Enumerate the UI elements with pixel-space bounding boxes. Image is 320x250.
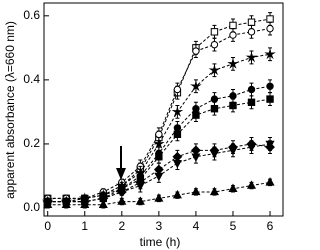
y-tick-label: 0.6 (23, 8, 40, 22)
marker (172, 159, 182, 169)
marker (266, 24, 274, 33)
marker (153, 137, 165, 149)
marker (173, 130, 182, 139)
marker (246, 143, 257, 153)
marker (227, 57, 239, 69)
plot-frame (43, 2, 284, 217)
marker (265, 177, 275, 186)
marker (264, 48, 276, 60)
marker (228, 183, 238, 192)
marker (265, 140, 275, 150)
y-tick-label: 0.2 (23, 136, 40, 150)
marker (209, 150, 219, 159)
marker (191, 186, 201, 196)
marker (247, 85, 256, 94)
marker (61, 199, 71, 208)
marker (247, 98, 256, 106)
marker (210, 95, 219, 103)
marker (43, 199, 53, 208)
marker (229, 101, 237, 110)
marker (245, 51, 258, 63)
marker (171, 105, 184, 117)
marker (135, 182, 145, 191)
marker (210, 40, 219, 49)
marker (192, 47, 200, 55)
arrow (116, 146, 126, 180)
marker (247, 28, 256, 36)
marker (135, 196, 145, 205)
marker (266, 95, 274, 103)
x-axis-title: time (h) (140, 235, 181, 249)
marker (173, 85, 182, 94)
marker (192, 111, 200, 119)
chart: time (h) apparent absorbance (λ=660 nm) … (3, 2, 284, 249)
marker (154, 193, 164, 202)
marker (229, 21, 237, 30)
x-tick-label: 3 (156, 219, 163, 233)
marker (228, 147, 238, 156)
marker (210, 28, 219, 36)
marker (229, 31, 237, 39)
marker (210, 104, 219, 113)
marker (172, 189, 182, 199)
marker (80, 199, 90, 208)
marker (266, 15, 274, 23)
marker (247, 18, 256, 26)
x-tick-label: 6 (267, 219, 274, 233)
marker (246, 180, 257, 189)
marker (208, 64, 221, 76)
x-tick-label: 4 (193, 219, 200, 233)
marker (155, 153, 163, 161)
marker (266, 82, 274, 90)
x-tick-label: 5 (230, 219, 237, 233)
y-axis-title: apparent absorbance (λ=660 nm) (3, 21, 17, 199)
y-tick-label: 0.4 (23, 72, 40, 86)
x-tick-label: 2 (118, 219, 125, 233)
marker (209, 186, 219, 196)
x-tick-label: 0 (44, 219, 51, 233)
marker (191, 153, 201, 163)
marker (154, 172, 164, 182)
y-tick-label: 0.0 (23, 200, 40, 214)
marker (155, 130, 163, 139)
marker (117, 196, 127, 205)
marker (229, 92, 237, 100)
marker (190, 80, 202, 92)
marker (117, 188, 127, 198)
x-tick-label: 1 (81, 219, 88, 233)
marker (98, 195, 108, 204)
marker (98, 199, 108, 208)
